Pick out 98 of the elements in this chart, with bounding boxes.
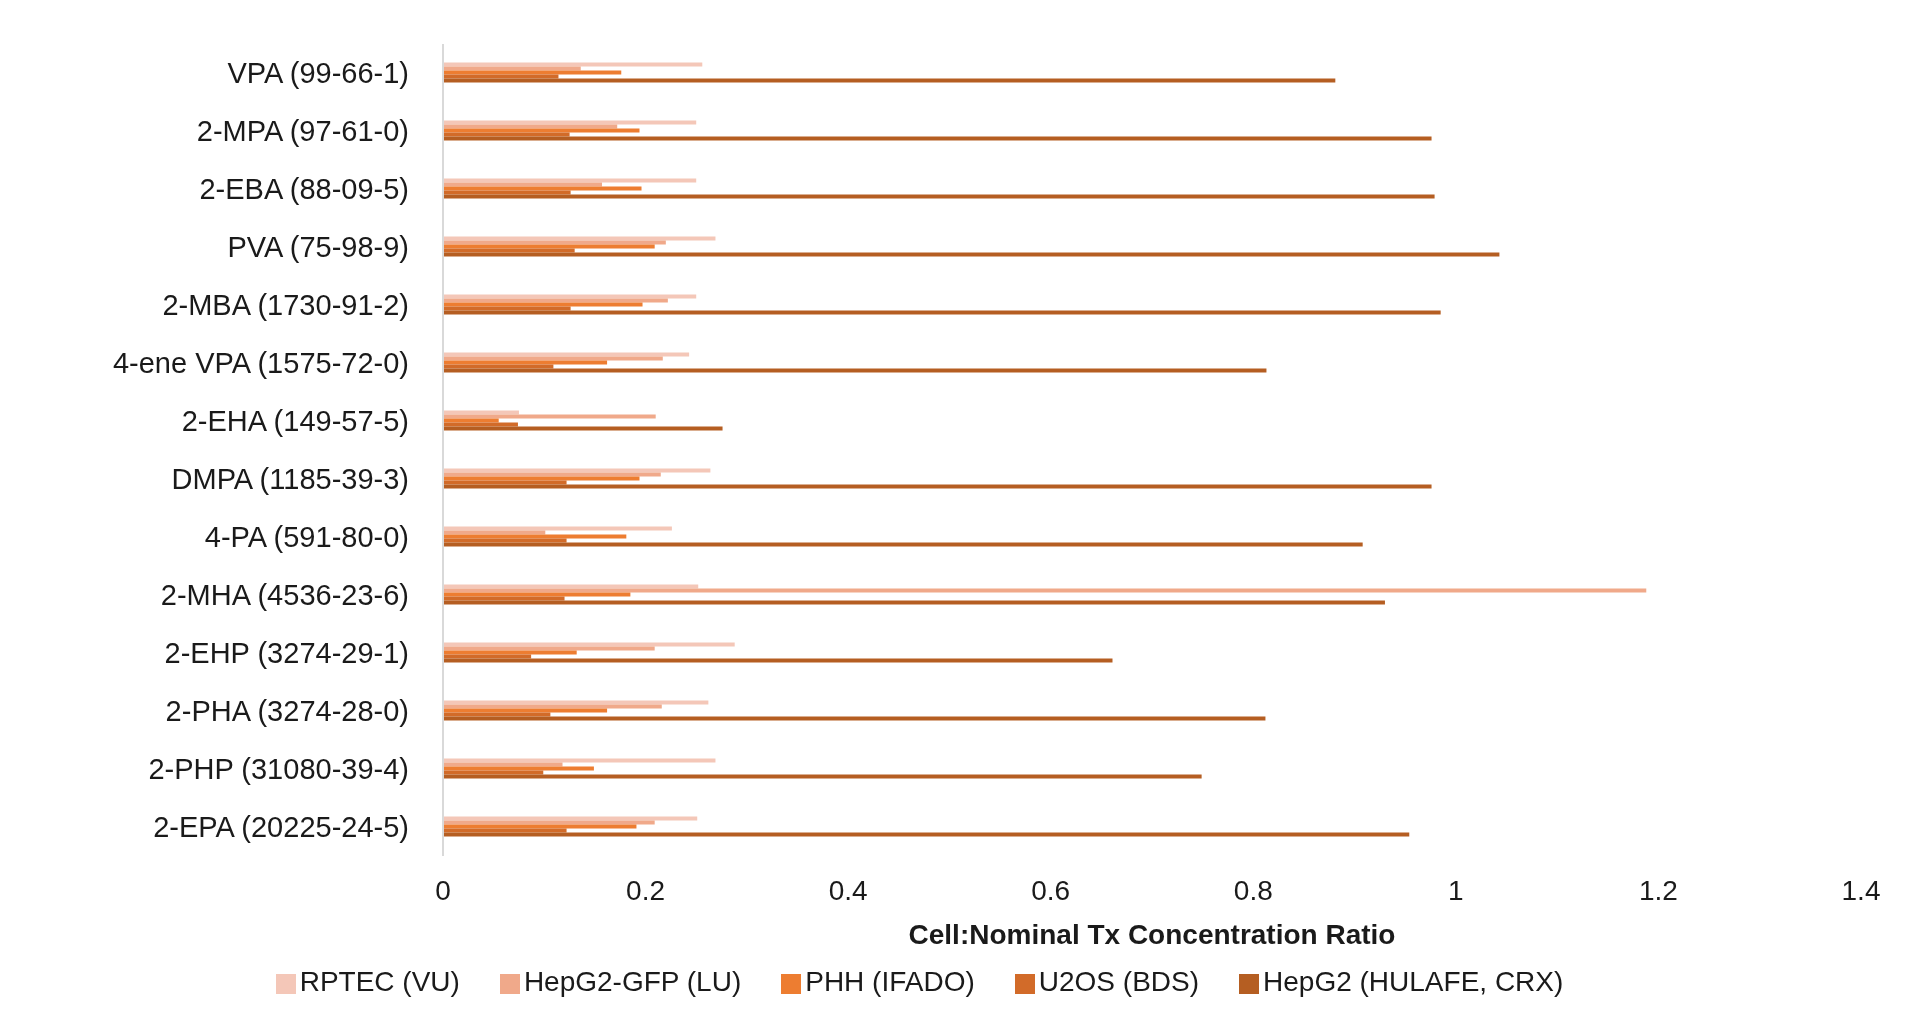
bar (443, 360, 608, 365)
bar (443, 538, 567, 543)
bar (443, 302, 643, 307)
bar (443, 294, 697, 299)
bar (443, 310, 1441, 315)
bar (443, 766, 594, 771)
bar (443, 422, 518, 427)
bar (443, 770, 544, 775)
legend-label: U2OS (BDS) (1038, 966, 1200, 997)
bar (443, 596, 565, 601)
y-tick-label: 2-MBA (1730-91-2) (162, 289, 409, 322)
y-tick-label: 2-EHP (3274-29-1) (164, 637, 409, 670)
bar (443, 534, 627, 539)
bar (443, 472, 661, 477)
bar (443, 542, 1363, 547)
x-tick-label: 0.4 (828, 874, 868, 906)
y-tick-label: 2-MHA (4536-23-6) (160, 579, 409, 612)
bar (443, 248, 575, 253)
bar (443, 704, 662, 709)
bar (443, 74, 559, 79)
bar (443, 584, 699, 589)
legend-label: PHH (IFADO) (805, 966, 975, 997)
bar (443, 650, 577, 655)
x-tick-label: 1.4 (1841, 874, 1881, 906)
bar (443, 190, 571, 195)
bar (443, 410, 519, 415)
bar (443, 828, 567, 833)
y-tick-label: 4-ene VPA (1575-72-0) (112, 347, 409, 380)
bar (443, 758, 716, 763)
y-tick-label: DMPA (1185-39-3) (171, 463, 409, 496)
legend-label: HepG2-GFP (LU) (523, 966, 742, 997)
bar (443, 364, 554, 369)
bar (443, 530, 546, 535)
bar (443, 600, 1385, 605)
bar (443, 306, 571, 311)
bar (443, 298, 668, 303)
bar (443, 762, 563, 767)
bar (443, 418, 499, 423)
bar (443, 240, 666, 245)
x-tick-label: 0.8 (1233, 874, 1273, 906)
legend-label: RPTEC (VU) (299, 966, 460, 997)
x-tick-label: 1.2 (1638, 874, 1678, 906)
x-tick-label: 0.2 (626, 874, 666, 906)
x-tick-label: 0 (435, 874, 451, 906)
bar (443, 832, 1410, 837)
bar (443, 480, 567, 485)
bar (443, 588, 1647, 593)
bar (443, 426, 723, 431)
y-tick-label: VPA (99-66-1) (227, 57, 409, 90)
bar (443, 186, 642, 191)
bar (443, 774, 1202, 779)
x-tick-label: 0.6 (1031, 874, 1071, 906)
bar (443, 716, 1266, 721)
bar (443, 816, 698, 821)
bar (443, 476, 640, 481)
bar (443, 646, 655, 651)
bar (443, 62, 703, 67)
y-tick-label: PVA (75-98-9) (227, 231, 409, 264)
bar (443, 712, 551, 717)
bar (443, 468, 711, 473)
bar (443, 824, 637, 829)
bar (443, 368, 1267, 373)
bar (443, 658, 1113, 663)
y-tick-label: 2-PHA (3274-28-0) (165, 695, 409, 728)
y-tick-label: 2-MPA (97-61-0) (196, 115, 409, 148)
x-tick-label: 1 (1448, 874, 1464, 906)
bar (443, 708, 608, 713)
bar (443, 352, 690, 357)
bar (443, 654, 532, 659)
bar (443, 414, 656, 419)
bar (443, 182, 603, 187)
bar (443, 120, 697, 125)
bar (443, 70, 622, 75)
bar (443, 642, 735, 647)
y-tick-label: 4-PA (591-80-0) (204, 521, 409, 554)
bar (443, 526, 672, 531)
bar (443, 128, 640, 133)
y-tick-label: 2-EPA (20225-24-5) (153, 811, 409, 844)
bar (443, 194, 1435, 199)
bar (443, 66, 581, 71)
bar (443, 132, 570, 137)
bar (443, 244, 655, 249)
bar (443, 236, 716, 241)
bar (443, 252, 1500, 257)
y-tick-label: 2-EBA (88-09-5) (199, 173, 409, 206)
y-tick-label: 2-EHA (149-57-5) (181, 405, 409, 438)
bar (443, 356, 663, 361)
y-tick-label: 2-PHP (31080-39-4) (148, 753, 409, 786)
bar (443, 484, 1432, 489)
bar (443, 136, 1432, 141)
bar (443, 178, 697, 183)
bar (443, 700, 709, 705)
x-axis-title: Cell:Nominal Tx Concentration Ratio (908, 919, 1396, 950)
bar (443, 592, 631, 597)
bar (443, 820, 655, 825)
bar (443, 78, 1336, 83)
bar (443, 124, 618, 129)
legend-label: HepG2 (HULAFE, CRX) (1263, 966, 1564, 997)
